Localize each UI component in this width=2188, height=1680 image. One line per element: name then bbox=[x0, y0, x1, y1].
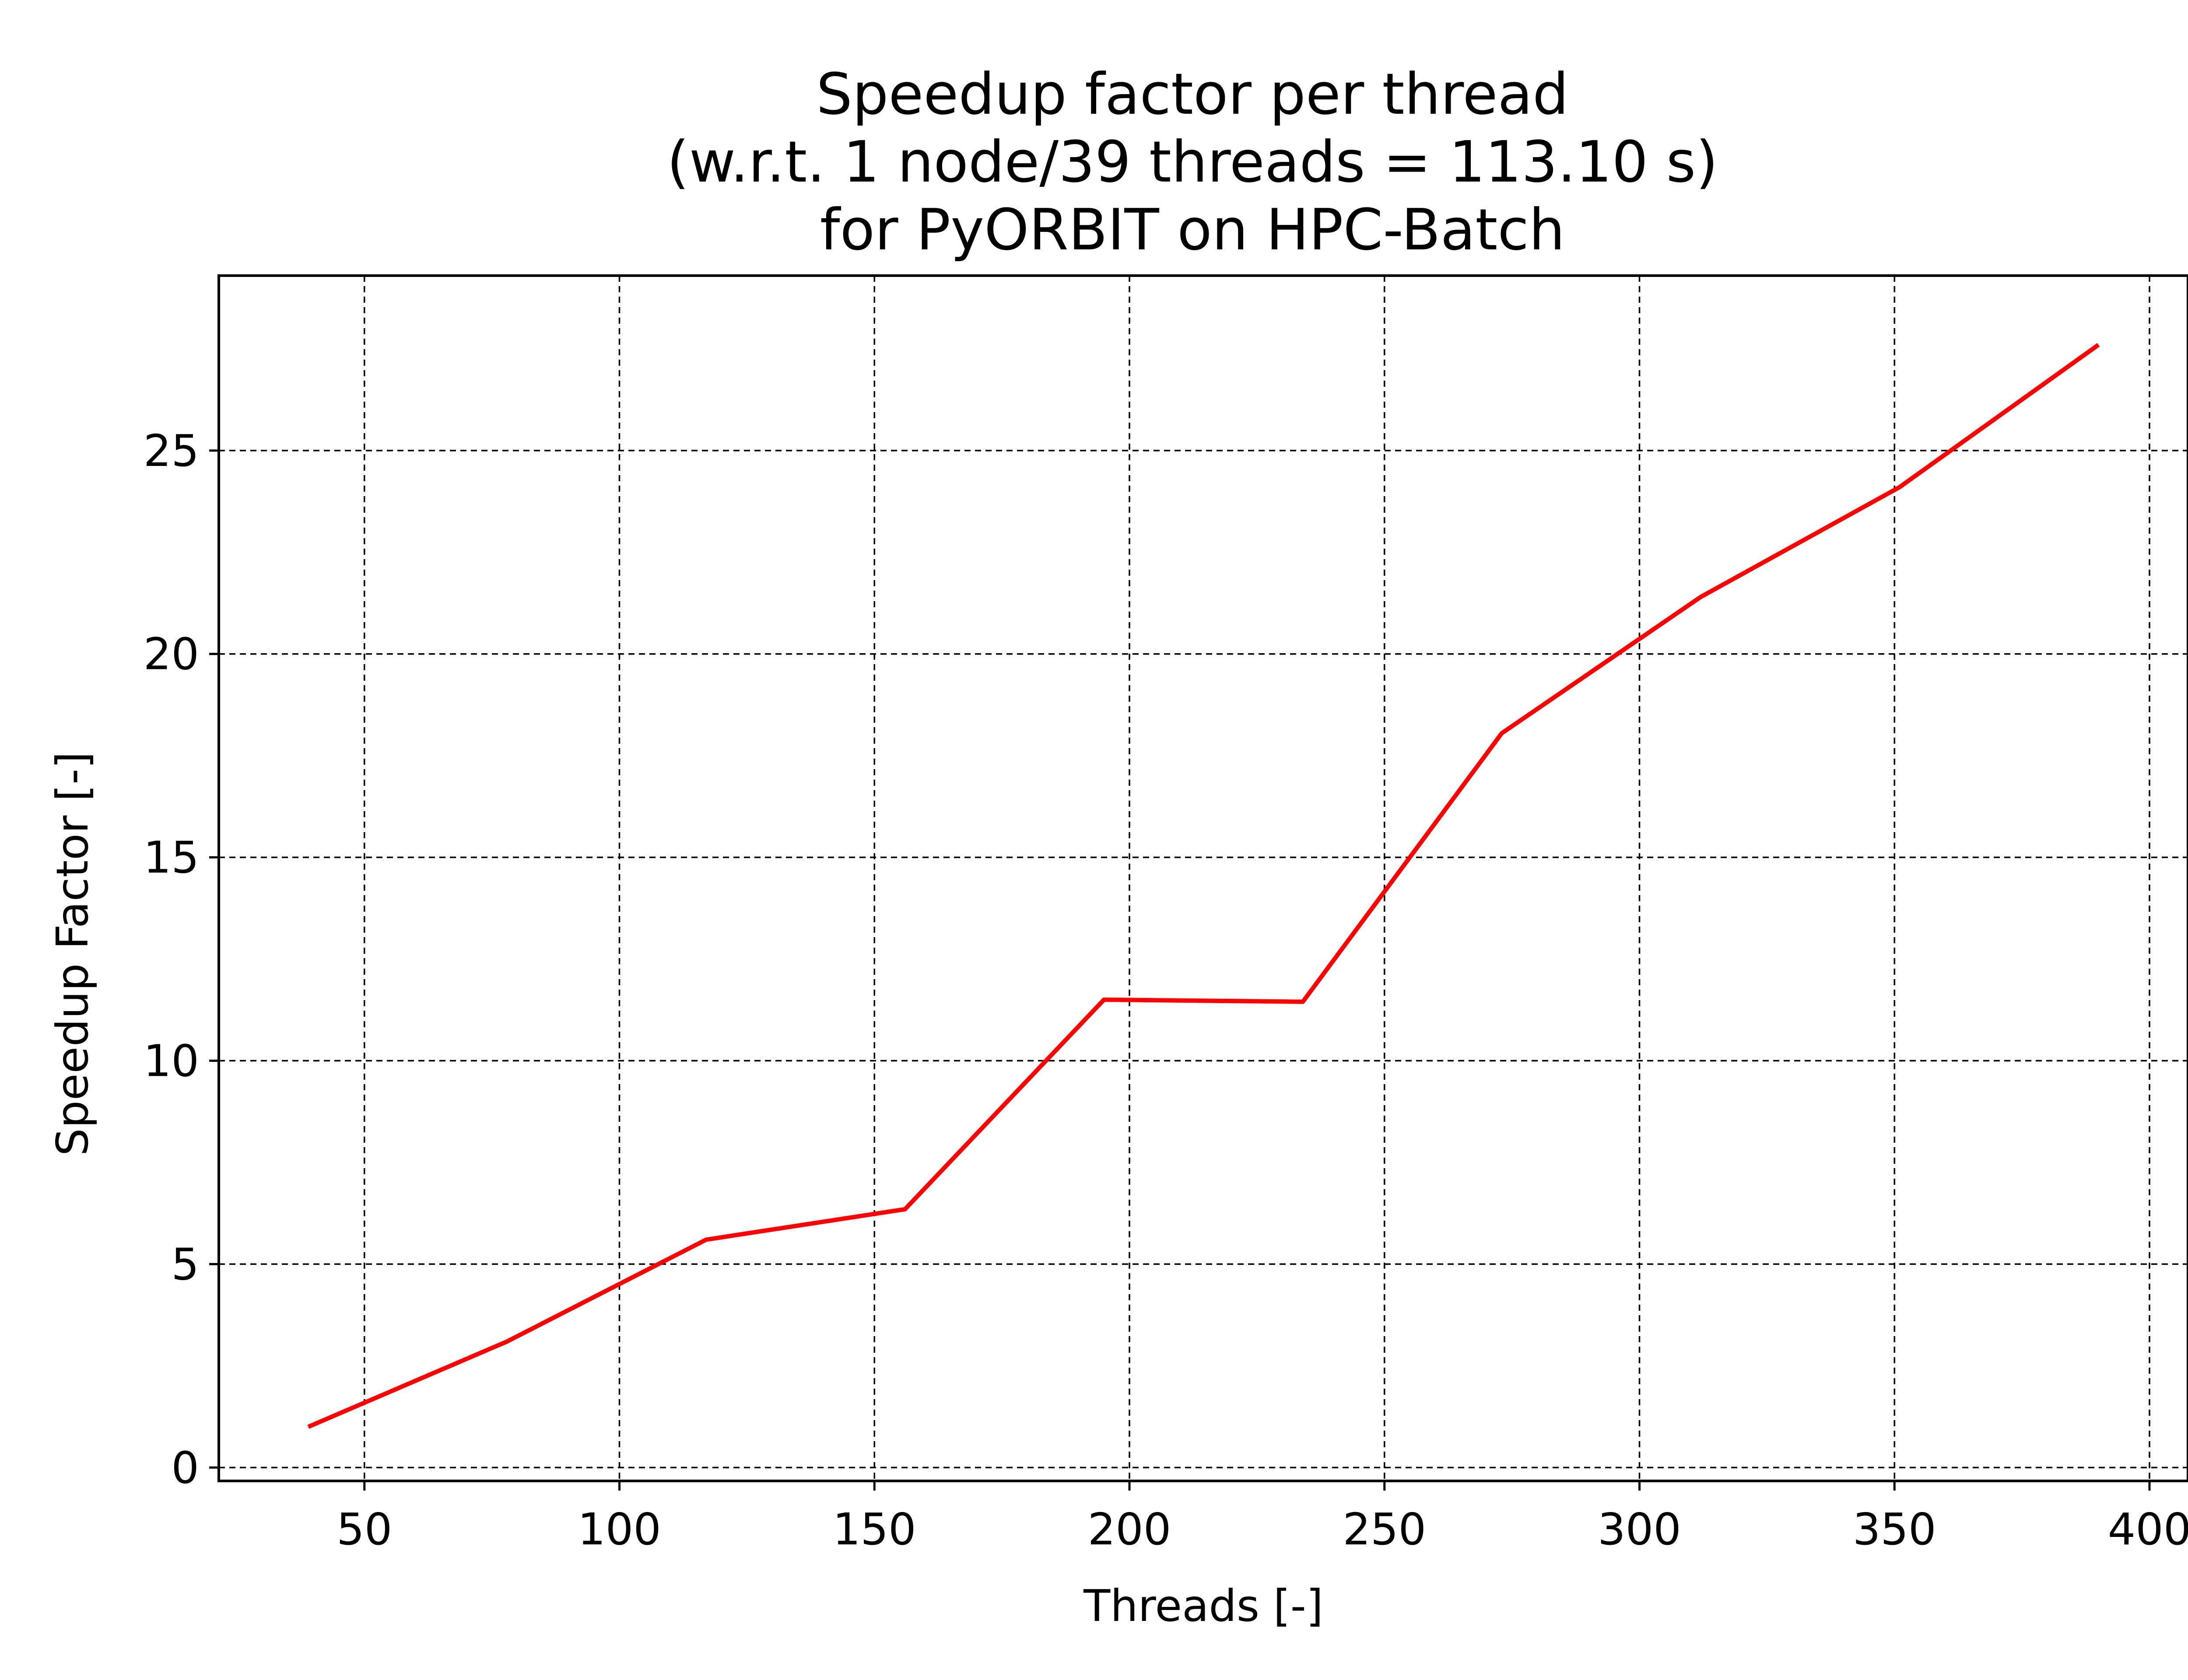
grid bbox=[219, 276, 2188, 1481]
ticks: 50 100 150 200 250 300 350 400 0 5 10 15 20 25 bbox=[144, 425, 2188, 1555]
x-tick-label: 150 bbox=[833, 1504, 916, 1555]
x-tick-label: 400 bbox=[2108, 1504, 2188, 1555]
y-axis-label: Speedup Factor [-] bbox=[47, 752, 98, 1156]
y-tick-label: 15 bbox=[144, 832, 199, 883]
y-tick-label: 20 bbox=[144, 629, 199, 680]
x-tick-label: 350 bbox=[1853, 1504, 1936, 1555]
plot-frame bbox=[217, 274, 2188, 1482]
chart-title-line-2: (w.r.t. 1 node/39 threads = 113.10 s) bbox=[667, 129, 1718, 195]
x-tick-label: 100 bbox=[578, 1504, 661, 1555]
y-tick-label: 5 bbox=[171, 1239, 199, 1290]
x-tick-label: 50 bbox=[337, 1504, 392, 1555]
series-line bbox=[307, 343, 2100, 1429]
y-tick-label: 10 bbox=[144, 1036, 199, 1087]
y-tick-label: 25 bbox=[144, 425, 199, 476]
chart-title-line-1: Speedup factor per thread bbox=[816, 61, 1568, 127]
chart-title-line-3: for PyORBIT on HPC-Batch bbox=[820, 196, 1565, 263]
x-tick-label: 250 bbox=[1343, 1504, 1426, 1555]
y-tick-label: 0 bbox=[171, 1442, 199, 1493]
x-tick-label: 200 bbox=[1088, 1504, 1171, 1555]
x-tick-label: 300 bbox=[1598, 1504, 1681, 1555]
series-layer bbox=[307, 343, 2100, 1429]
x-axis-label: Threads [-] bbox=[1083, 1580, 1323, 1631]
